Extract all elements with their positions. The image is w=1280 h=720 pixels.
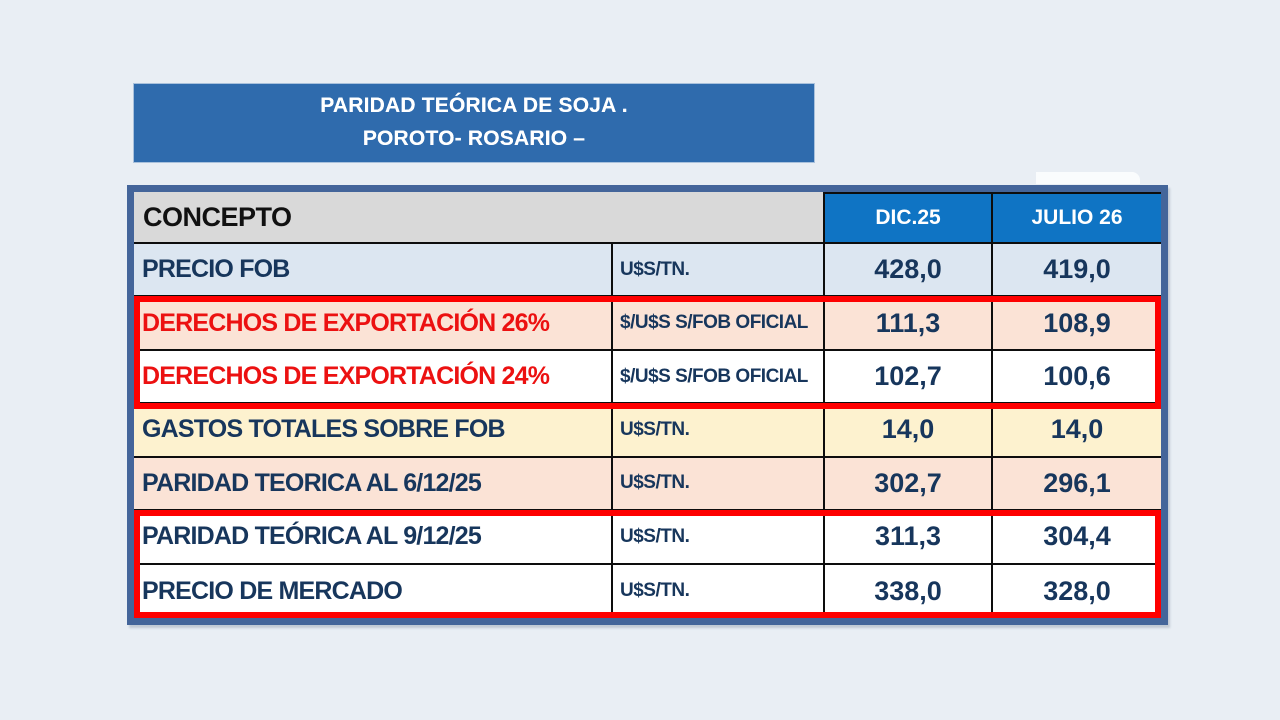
row-mercado-dic25: 338,0 [825, 564, 993, 618]
title-line-2: POROTO- ROSARIO – [362, 127, 586, 150]
row-derechos-24-dic25: 102,7 [825, 350, 993, 405]
row-gastos-julio26: 14,0 [993, 404, 1161, 458]
row-derechos-26-concept: DERECHOS DE EXPORTACIÓN 26% [134, 297, 613, 351]
row-paridad-9-concept: PARIDAD TEÓRICA AL 9/12/25 [134, 511, 613, 565]
row-paridad-6-unit: U$S/TN. [613, 457, 825, 512]
row-gastos-unit: U$S/TN. [613, 404, 825, 458]
parity-table: CONCEPTO DIC.25 JULIO 26 PRECIO FOB U$S/… [127, 185, 1168, 625]
row-gastos-concept: GASTOS TOTALES SOBRE FOB [134, 404, 613, 458]
row-precio-fob-unit: U$S/TN. [613, 244, 825, 298]
row-derechos-24-concept: DERECHOS DE EXPORTACIÓN 24% [134, 350, 613, 405]
row-precio-fob-dic25: 428,0 [825, 244, 993, 298]
row-paridad-9-dic25: 311,3 [825, 511, 993, 565]
header-concepto: CONCEPTO [134, 192, 825, 244]
row-derechos-26-dic25: 111,3 [825, 297, 993, 351]
row-derechos-24-unit: $/U$S S/FOB OFICIAL [613, 350, 825, 405]
row-precio-fob-julio26: 419,0 [993, 244, 1161, 298]
row-paridad-6-dic25: 302,7 [825, 457, 993, 512]
row-gastos-dic25: 14,0 [825, 404, 993, 458]
row-precio-fob-concept: PRECIO FOB [134, 244, 613, 298]
row-derechos-26-unit: $/U$S S/FOB OFICIAL [613, 297, 825, 351]
header-dic25: DIC.25 [825, 192, 993, 244]
parity-table-grid: CONCEPTO DIC.25 JULIO 26 PRECIO FOB U$S/… [134, 192, 1161, 618]
header-julio26: JULIO 26 [993, 192, 1161, 244]
row-derechos-26-julio26: 108,9 [993, 297, 1161, 351]
row-paridad-9-julio26: 304,4 [993, 511, 1161, 565]
title-banner: PARIDAD TEÓRICA DE SOJA . POROTO- ROSARI… [133, 83, 815, 163]
row-paridad-9-unit: U$S/TN. [613, 511, 825, 565]
row-derechos-24-julio26: 100,6 [993, 350, 1161, 405]
row-mercado-concept: PRECIO DE MERCADO [134, 564, 613, 618]
row-paridad-6-concept: PARIDAD TEORICA AL 6/12/25 [134, 457, 613, 512]
row-mercado-julio26: 328,0 [993, 564, 1161, 618]
row-paridad-6-julio26: 296,1 [993, 457, 1161, 512]
row-mercado-unit: U$S/TN. [613, 564, 825, 618]
title-line-1: PARIDAD TEÓRICA DE SOJA . [320, 94, 628, 118]
background-artifact [1036, 172, 1140, 184]
